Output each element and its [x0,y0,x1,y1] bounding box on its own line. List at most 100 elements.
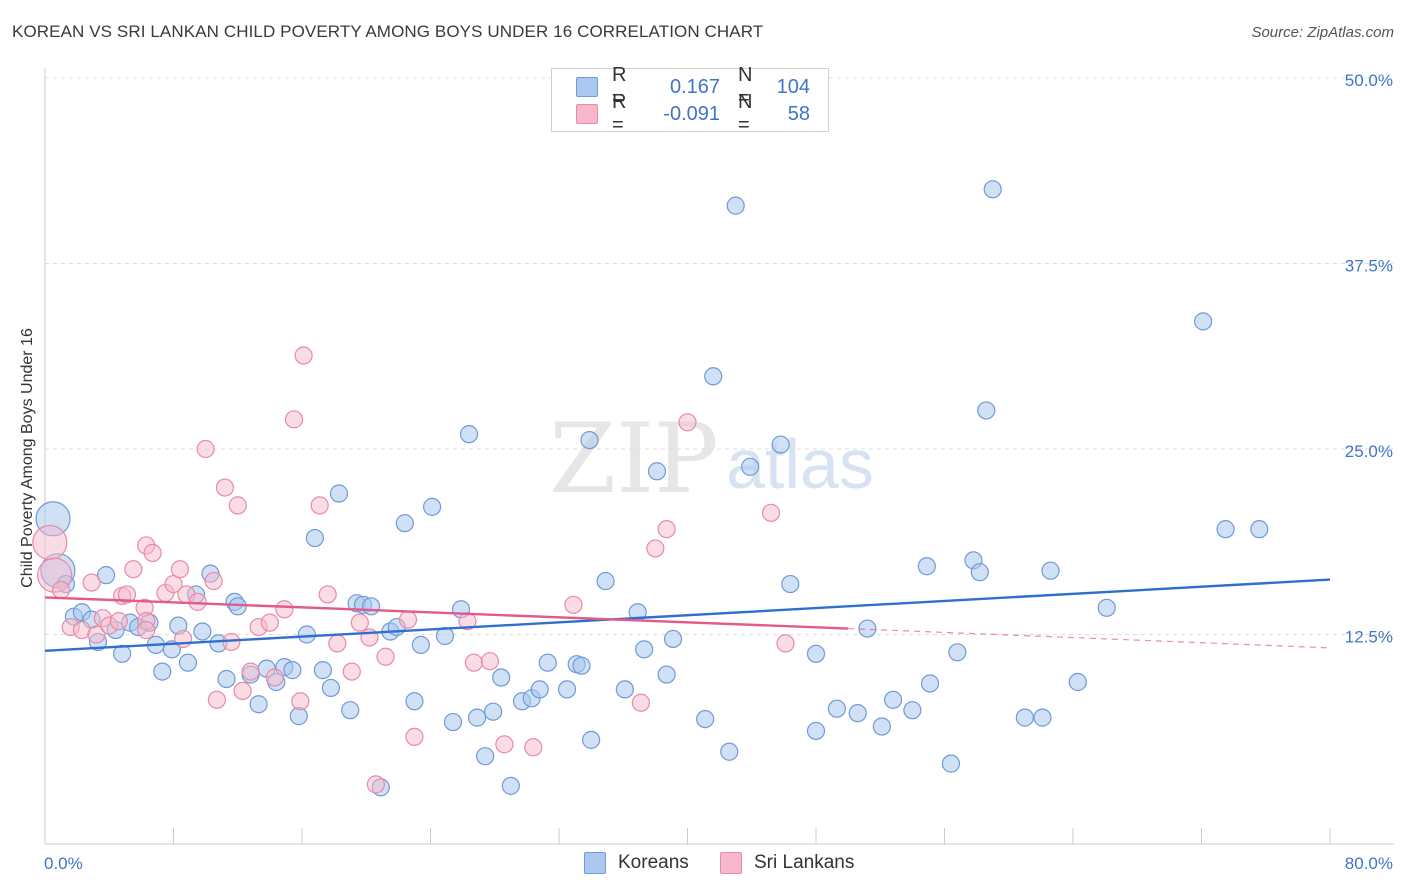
srilankan-point [170,560,190,579]
legend-n-value: 58 [787,102,810,125]
korean-point [903,701,922,720]
y-tick-label: 12.5% [1345,628,1393,647]
korean-point [492,668,511,687]
srilankan-point [350,613,369,632]
srilankan-point [204,571,223,591]
srilankan-points [32,346,795,794]
srilankan-point [564,595,583,614]
legend-item-koreans[interactable]: Koreans [584,852,689,874]
srilankan-point [631,693,651,712]
korean-point [580,430,599,450]
korean-point [538,653,557,672]
korean-points [35,180,1269,797]
korean-point [615,680,634,699]
korean-point [827,699,846,718]
korean-point [405,692,424,711]
srilankan-point [117,585,137,604]
korean-point [977,401,996,420]
korean-point [467,708,487,727]
korean-point [297,625,316,644]
korean-point [917,557,936,576]
korean-point [858,619,877,638]
korean-point [872,717,891,736]
legend-row-koreans: R = 0.167 N = 104 [576,64,810,109]
korean-point [657,665,676,684]
srilankan-point [761,503,781,522]
axes [44,68,1394,845]
srilankan-point [318,585,337,604]
srilankan-point [82,573,101,592]
korean-point [484,702,503,721]
srilankan-point [398,610,418,629]
correlation-legend: R = 0.167 N = 104 R = -0.091 N = 58 [551,64,829,136]
tick-labels: 12.5% 25.0% 37.5% 50.0% 0.0% 80.0% [44,71,1393,873]
legend-n-label: N = [738,91,753,136]
srilankan-trend-extension [848,627,1331,649]
srilankan-point [291,692,310,711]
trend-lines [44,578,1331,653]
legend-r-value: -0.091 [663,102,720,125]
korean-point [741,457,760,476]
srilankan-point [328,634,347,653]
srilankan-point [188,592,207,611]
srilankan-point [124,560,143,579]
korean-point [217,669,236,689]
y-tick-label: 25.0% [1345,442,1393,461]
srilankan-point [464,653,483,672]
legend-swatch-koreans [576,77,598,97]
korean-point [704,367,723,386]
korean-point [720,742,739,761]
srilankan-point [241,662,260,681]
srilankan-point [657,520,676,539]
korean-point [329,484,349,503]
source-label: Source: ZipAtlas.com [1251,24,1394,41]
korean-point [983,180,1002,199]
legend-r-label: R = [612,64,627,109]
korean-point [313,661,332,680]
korean-point [970,563,989,582]
korean-point [395,514,414,533]
srilankan-point [260,613,279,632]
srilankan-point [275,600,294,619]
legend-swatch-srilankans [720,852,742,874]
legend-n-label: N = [738,64,753,109]
srilankan-point [137,620,156,640]
korean-point [582,730,601,749]
srilankan-point [207,690,226,709]
korean-point [883,690,903,709]
korean-point [193,622,212,641]
korean-point [1250,520,1269,539]
srilankan-point [228,496,247,515]
korean-point [806,721,826,741]
srilankan-point [284,410,304,429]
korean-point [771,435,790,454]
korean-point [806,644,826,663]
srilankan-point [480,652,500,671]
y-tick-label: 37.5% [1345,257,1393,276]
srilankan-point [143,543,162,562]
legend-item-srilankans[interactable]: Sri Lankans [720,852,854,874]
srilankan-point [376,647,395,666]
korean-point [283,661,302,680]
x-tick-label-min: 0.0% [44,854,83,873]
korean-point [341,701,360,720]
korean-trend-line [44,578,1331,653]
srilankan-point [109,612,128,631]
korean-point [305,528,324,548]
korean-point [96,566,116,585]
grid [45,77,1394,635]
legend-r-value: 0.167 [669,75,720,98]
srilankan-point [678,413,697,432]
korean-point [1015,708,1034,727]
korean-point [1097,598,1116,617]
srilankan-point [32,524,68,561]
korean-point [596,571,615,591]
legend-label-koreans: Koreans [618,852,689,873]
korean-point [530,680,549,699]
korean-point [476,747,495,766]
legend-row-srilankans: R = -0.091 N = 58 [576,91,810,136]
legend-n-value: 104 [776,75,810,98]
korean-point [635,640,654,659]
srilankan-point [233,681,252,700]
korean-point [948,643,967,662]
